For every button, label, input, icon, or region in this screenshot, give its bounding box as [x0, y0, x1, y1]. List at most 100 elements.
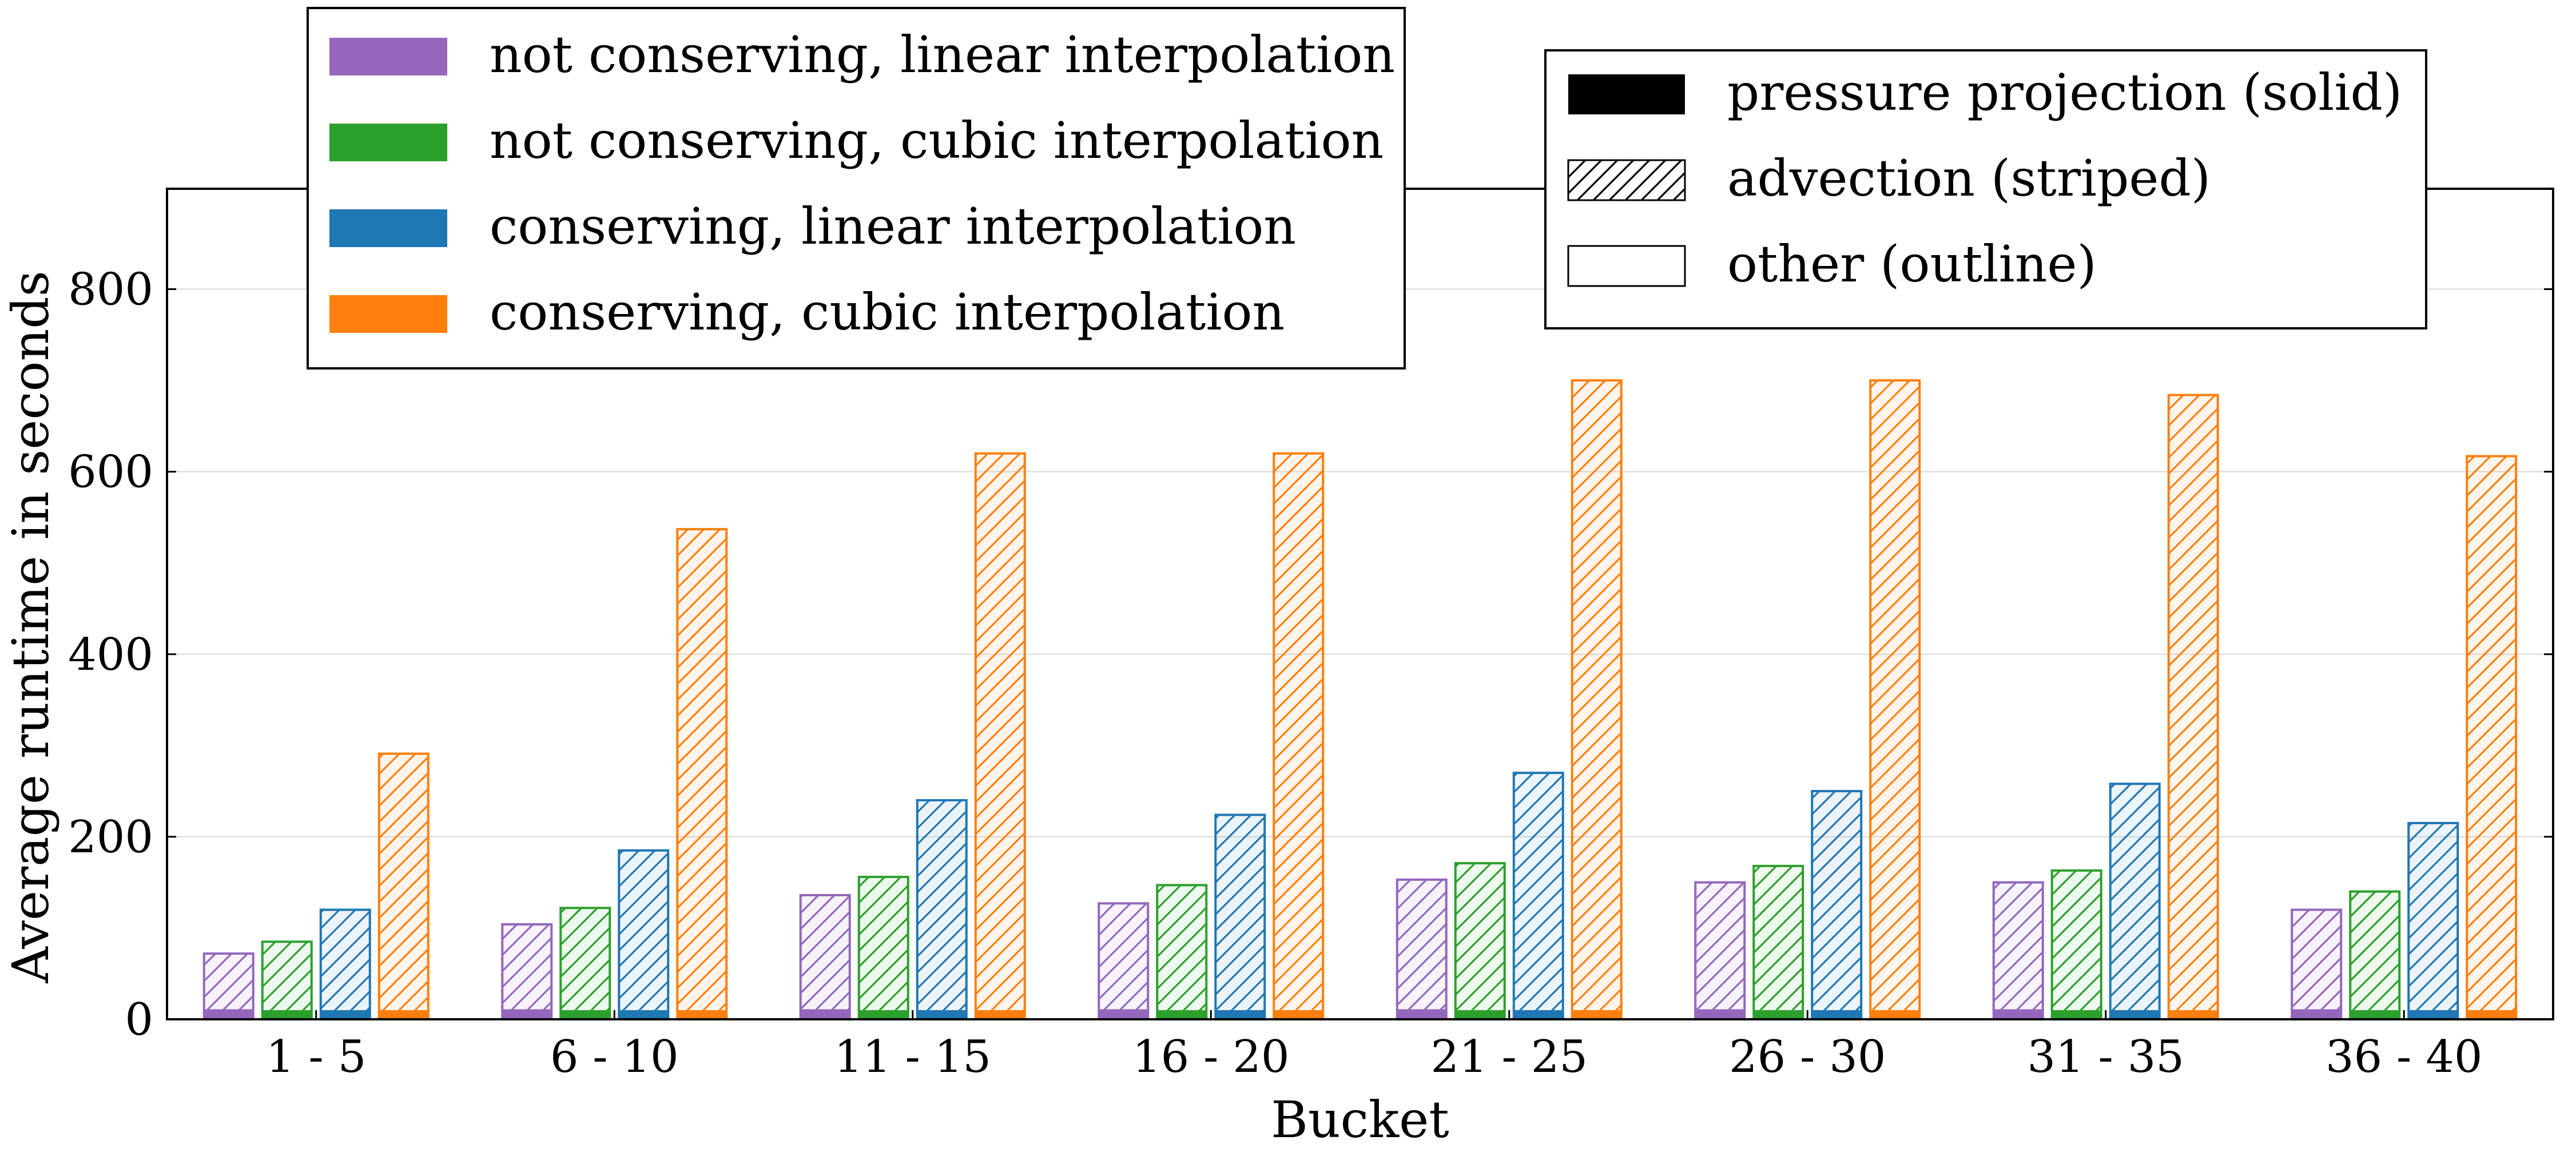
bar-pressure-segment — [1099, 1009, 1148, 1019]
bar-pressure-segment — [1157, 1010, 1207, 1019]
legend-label: pressure projection (solid) — [1727, 63, 2402, 122]
bar-not-conserving-linear-interpolation-6-10 — [501, 923, 553, 1020]
bar-not-conserving-cubic-interpolation-1-5 — [261, 940, 313, 1021]
legend-box — [307, 7, 1406, 370]
bar-advection-segment — [560, 908, 610, 1011]
bar-advection-segment — [1572, 380, 1621, 1011]
bar-pressure-segment — [619, 1010, 669, 1019]
y-tick-label: 800 — [68, 264, 153, 316]
bar-conserving-linear-interpolation-36-40 — [2407, 821, 2459, 1020]
x-tick-label: 11 - 15 — [834, 1031, 991, 1083]
legend-swatch — [329, 124, 447, 161]
bar-pressure-segment — [1572, 1010, 1621, 1019]
bar-advection-segment — [619, 850, 669, 1011]
bar-advection-segment — [975, 453, 1025, 1011]
bar-conserving-cubic-interpolation-31-35 — [2167, 394, 2219, 1020]
bar-not-conserving-linear-interpolation-36-40 — [2291, 908, 2343, 1020]
x-tick-label: 21 - 25 — [1431, 1031, 1588, 1083]
legend-swatch — [329, 209, 447, 247]
bar-advection-segment — [1215, 815, 1265, 1011]
bar-pressure-segment — [1812, 1010, 1862, 1019]
bar-not-conserving-linear-interpolation-21-25 — [1396, 878, 1448, 1021]
bar-advection-segment — [2467, 456, 2517, 1011]
bar-pressure-segment — [1274, 1010, 1323, 1019]
bar-advection-segment — [2168, 395, 2218, 1011]
bar-advection-segment — [379, 753, 428, 1011]
axes: 0 200 400 600 800 1 - 5 6 - 10 11 - 15 16 - 20 21… — [68, 264, 2553, 1083]
bar-advection-segment — [1870, 380, 1920, 1011]
bar-conserving-linear-interpolation-6-10 — [618, 849, 670, 1021]
bar-conserving-cubic-interpolation-16-20 — [1273, 452, 1325, 1020]
bar-not-conserving-linear-interpolation-31-35 — [1992, 881, 2044, 1020]
bar-not-conserving-linear-interpolation-11-15 — [799, 893, 851, 1020]
bar-pressure-segment — [800, 1009, 850, 1019]
legend-label: conserving, cubic interpolation — [490, 283, 1285, 341]
legend-label: conserving, linear interpolation — [490, 197, 1296, 256]
y-tick-label: 600 — [68, 447, 153, 498]
bar-pressure-segment — [1397, 1009, 1446, 1019]
x-tick-label: 6 - 10 — [550, 1031, 679, 1083]
legend-swatch-outline — [1567, 245, 1686, 287]
bar-not-conserving-linear-interpolation-26-30 — [1694, 881, 1746, 1020]
bar-pressure-segment — [560, 1010, 610, 1019]
bar-conserving-linear-interpolation-26-30 — [1811, 790, 1863, 1020]
y-tick-label: 200 — [68, 812, 153, 863]
bar-pressure-segment — [2408, 1010, 2458, 1019]
bar-pressure-segment — [320, 1010, 370, 1019]
legend-swatch — [329, 38, 447, 76]
bar-advection-segment — [677, 529, 727, 1011]
bar-advection-segment — [2408, 823, 2458, 1011]
bar-conserving-cubic-interpolation-1-5 — [377, 752, 430, 1020]
bar-conserving-linear-interpolation-21-25 — [1512, 772, 1564, 1020]
legend-swatch-solid — [1568, 74, 1685, 114]
bar-pressure-segment — [858, 1010, 908, 1019]
legend-swatch-striped — [1567, 159, 1686, 201]
bar-advection-segment — [1993, 882, 2043, 1010]
legend-box — [1544, 49, 2427, 329]
bar-conserving-linear-interpolation-11-15 — [916, 799, 968, 1020]
bar-advection-segment — [800, 895, 850, 1010]
bar-advection-segment — [502, 924, 552, 1010]
y-axis-title: Average runtime in seconds — [1, 271, 60, 984]
bar-advection-segment — [2110, 784, 2160, 1011]
bar-advection-segment — [1397, 879, 1446, 1010]
legend-swatch — [329, 295, 447, 333]
bar-not-conserving-cubic-interpolation-21-25 — [1454, 862, 1506, 1020]
bar-not-conserving-cubic-interpolation-31-35 — [2050, 869, 2102, 1021]
bar-not-conserving-linear-interpolation-1-5 — [202, 952, 255, 1020]
bar-pressure-segment — [1455, 1010, 1505, 1019]
legend-label: advection (striped) — [1727, 149, 2211, 208]
bar-conserving-linear-interpolation-1-5 — [319, 908, 371, 1020]
bars — [202, 379, 2518, 1021]
bar-pressure-segment — [2292, 1009, 2342, 1019]
y-tick-label: 0 — [125, 994, 153, 1046]
bar-advection-segment — [204, 954, 253, 1010]
bar-advection-segment — [1513, 773, 1563, 1011]
legend-label: not conserving, cubic interpolation — [490, 111, 1384, 170]
bar-pressure-segment — [204, 1009, 253, 1019]
x-tick-label: 16 - 20 — [1132, 1031, 1289, 1083]
x-axis-title: Bucket — [1271, 1090, 1449, 1149]
bar-advection-segment — [858, 877, 908, 1011]
bar-conserving-linear-interpolation-16-20 — [1214, 813, 1266, 1020]
legend-label: other (outline) — [1727, 235, 2097, 293]
bar-pressure-segment — [379, 1010, 428, 1019]
bar-not-conserving-linear-interpolation-16-20 — [1098, 902, 1150, 1021]
bar-advection-segment — [1812, 791, 1862, 1011]
bar-pressure-segment — [975, 1010, 1025, 1019]
bar-conserving-cubic-interpolation-36-40 — [2466, 455, 2518, 1020]
x-tick-label: 26 - 30 — [1729, 1031, 1886, 1083]
bar-advection-segment — [1754, 865, 1803, 1011]
bar-conserving-cubic-interpolation-21-25 — [1571, 379, 1623, 1020]
bar-pressure-segment — [1513, 1010, 1563, 1019]
bar-advection-segment — [2052, 870, 2101, 1011]
bar-advection-segment — [1455, 863, 1505, 1011]
bar-pressure-segment — [262, 1010, 312, 1019]
bar-advection-segment — [1695, 882, 1745, 1010]
bar-advection-segment — [1099, 903, 1148, 1010]
legend-label: not conserving, linear interpolation — [490, 25, 1395, 84]
bar-pressure-segment — [2110, 1010, 2160, 1019]
bar-pressure-segment — [1754, 1010, 1803, 1019]
y-tick-label: 400 — [68, 629, 153, 681]
